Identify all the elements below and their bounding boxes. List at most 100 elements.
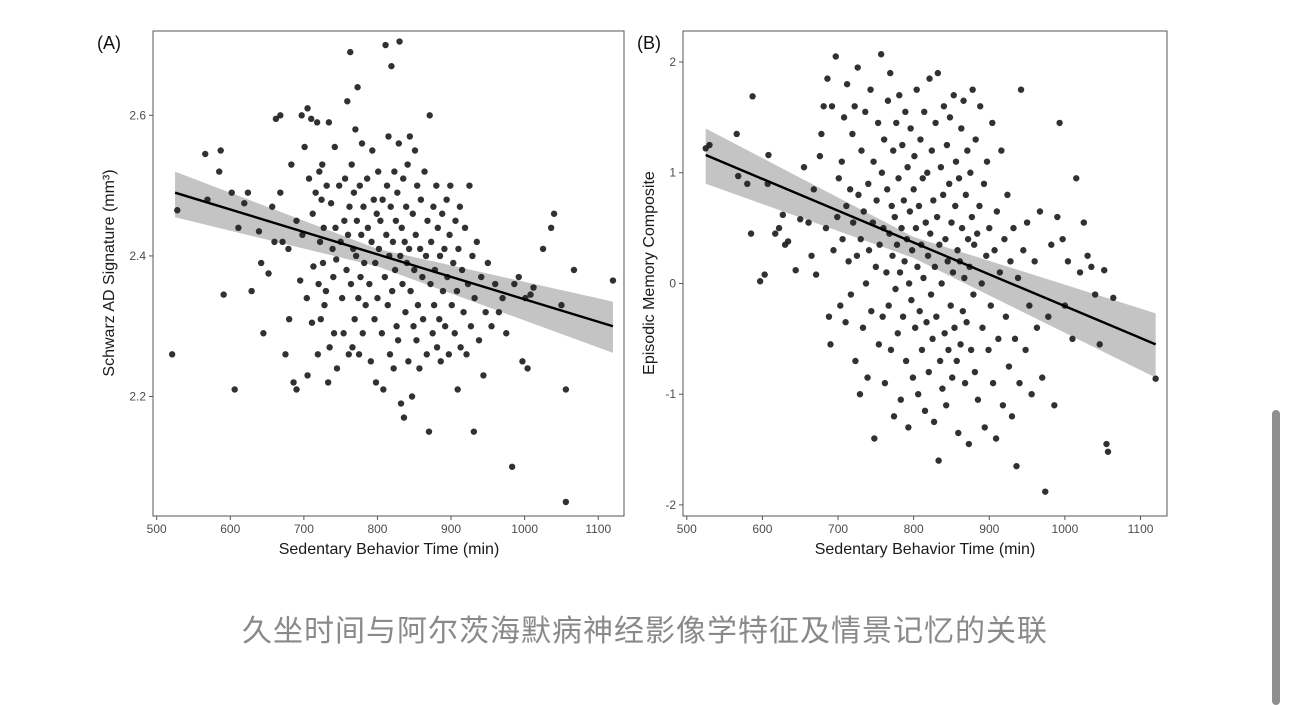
panel-a-data-point bbox=[381, 273, 389, 281]
panel-a-data-point bbox=[174, 207, 181, 214]
panel-a-y-tick-label: 2.2 bbox=[129, 390, 146, 404]
panel-b-data-point bbox=[967, 346, 975, 354]
panel-b-data-point bbox=[993, 208, 1001, 215]
panel-b-data-point bbox=[964, 235, 972, 243]
panel-b-data-point bbox=[986, 224, 993, 232]
panel-b-data-point bbox=[910, 186, 917, 193]
panel-b-data-point bbox=[1039, 374, 1046, 381]
panel-a-data-point bbox=[377, 217, 384, 224]
panel-a-data-point bbox=[527, 291, 534, 298]
panel-a-x-ticks: 500 600 700 800 900 1000 1100 bbox=[147, 516, 611, 536]
panel-a-data-point bbox=[322, 287, 330, 295]
panel-b-data-point bbox=[961, 379, 969, 387]
panel-b-data-point bbox=[1110, 294, 1117, 302]
panel-a-x-tick-label: 1000 bbox=[511, 522, 538, 536]
panel-b-data-point bbox=[761, 271, 768, 278]
vertical-scrollbar-thumb[interactable] bbox=[1272, 410, 1280, 705]
panel-b-data-point bbox=[908, 296, 915, 304]
panel-b-data-point bbox=[995, 335, 1002, 343]
panel-b-data-point bbox=[877, 51, 885, 58]
panel-a-data-point bbox=[331, 143, 338, 151]
panel-a-data-point bbox=[228, 189, 235, 196]
panel-a-data-point bbox=[399, 280, 406, 288]
panel-b-data-point bbox=[862, 108, 869, 116]
panel-b-data-point bbox=[967, 169, 974, 176]
panel-a-data-point bbox=[519, 358, 526, 365]
panel-a-x-tick-label: 700 bbox=[294, 522, 314, 536]
panel-b-y-tick-label: 2 bbox=[669, 55, 676, 69]
panel-a-data-point bbox=[389, 238, 397, 246]
panel-a-data-point bbox=[296, 277, 304, 284]
panel-b-data-point bbox=[930, 418, 938, 426]
panel-b-data-point bbox=[945, 346, 952, 354]
panel-a-data-point bbox=[391, 266, 399, 274]
panel-a-data-point bbox=[473, 238, 481, 246]
panel-a-data-point bbox=[374, 294, 381, 302]
panel-b-data-point bbox=[1152, 375, 1159, 382]
panel-b-data-point bbox=[977, 103, 984, 110]
panel-b-data-point bbox=[904, 163, 911, 171]
panel-a-data-point bbox=[422, 252, 430, 260]
panel-b-data-point bbox=[1013, 462, 1020, 470]
panel-a-data-point bbox=[298, 112, 305, 119]
panel-a-data-point bbox=[374, 168, 382, 175]
panel-a-data-point bbox=[343, 266, 350, 274]
panel-b-data-point bbox=[834, 213, 841, 221]
panel-a-data-point bbox=[411, 147, 419, 154]
panel-b-data-point bbox=[765, 151, 772, 159]
panel-b-data-point bbox=[899, 141, 906, 149]
panel-a-data-point bbox=[484, 259, 492, 267]
panel-a-data-point bbox=[456, 203, 464, 210]
panel-b-data-point bbox=[947, 302, 954, 309]
panel-b-data-point bbox=[917, 136, 924, 143]
panel-b-data-point bbox=[820, 103, 827, 110]
panel-b-data-point bbox=[816, 152, 824, 160]
panel-b-data-point bbox=[1076, 269, 1084, 276]
panel-b-data-point bbox=[779, 211, 787, 219]
panel-b-data-point bbox=[1073, 175, 1080, 182]
panel-a-data-point bbox=[358, 140, 366, 147]
panel-b-data-point bbox=[805, 219, 812, 226]
panel-a-data-point bbox=[463, 351, 470, 358]
panel-a-x-tick-label: 1100 bbox=[585, 522, 611, 536]
panel-a-data-point bbox=[530, 284, 537, 291]
panel-a-data-point bbox=[570, 266, 578, 274]
panel-b-data-point bbox=[913, 86, 920, 93]
panel-b-data-point bbox=[1011, 335, 1019, 343]
panel-b-data-point bbox=[970, 241, 978, 248]
panel-a-data-point bbox=[347, 48, 354, 56]
panel-a-data-point bbox=[304, 372, 311, 379]
panel-b-data-point bbox=[843, 80, 851, 88]
panel-a-data-point bbox=[330, 273, 337, 281]
panel-b-data-point bbox=[989, 119, 996, 127]
panel-b-data-point bbox=[951, 324, 958, 331]
panel-a-data-point bbox=[330, 330, 338, 337]
panel-a-y-ticks: 2.2 2.4 2.6 bbox=[129, 108, 153, 404]
panel-a-data-point bbox=[439, 210, 446, 217]
panel-a-data-point bbox=[304, 105, 311, 112]
panel-a-data-point bbox=[417, 196, 425, 203]
panel-b-data-point bbox=[971, 368, 979, 376]
panel-a-data-point bbox=[293, 217, 300, 224]
panel-a-data-point bbox=[411, 266, 418, 274]
panel-b-data-point bbox=[938, 280, 945, 287]
panel-a-data-point bbox=[269, 203, 276, 210]
panel-b-data-point bbox=[1051, 402, 1058, 409]
panel-b-x-tick-label: 1100 bbox=[1128, 522, 1154, 536]
panel-a-data-point bbox=[272, 115, 280, 123]
panel-a-points-layer bbox=[168, 38, 617, 506]
panel-b-data-point bbox=[924, 169, 931, 176]
panel-b-data-point bbox=[875, 341, 883, 348]
panel-b-data-point bbox=[1101, 266, 1108, 274]
panel-b-data-point bbox=[999, 402, 1007, 409]
panel-a-data-point bbox=[401, 238, 408, 246]
panel-b-data-point bbox=[946, 114, 954, 121]
panel-b-data-point bbox=[735, 172, 742, 180]
panel-a-data-point bbox=[378, 330, 386, 337]
panel-b-data-point bbox=[797, 216, 804, 223]
panel-b-data-point bbox=[893, 241, 901, 248]
panel-b-data-point bbox=[855, 191, 862, 199]
panel-a-data-point bbox=[357, 273, 364, 281]
panel-a-data-point bbox=[423, 351, 430, 358]
panel-b-data-point bbox=[859, 324, 867, 331]
